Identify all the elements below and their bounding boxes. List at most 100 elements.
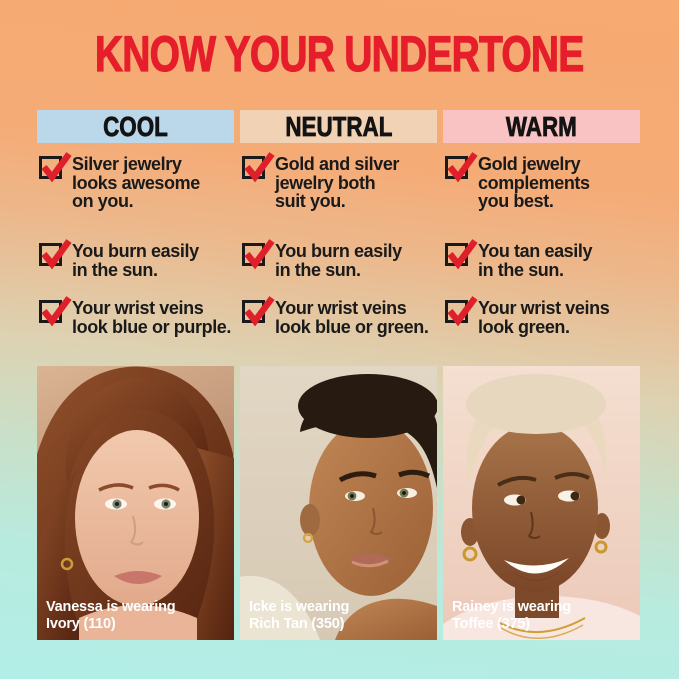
gold-earring-icon	[60, 557, 74, 571]
gold-earring-icon	[302, 532, 314, 544]
checklist-line: in the sun.	[478, 259, 564, 280]
gold-earring-icon	[594, 540, 608, 554]
checklist-text: You burn easily in the sun.	[72, 242, 199, 279]
caption-shade: Toffee (375)	[452, 615, 530, 632]
portrait-photo-cool: Vanessa is wearing Ivory (110)	[37, 366, 234, 640]
column-neutral: NEUTRAL Gold and silver jewelry both sui…	[240, 110, 437, 366]
icke-portrait-illustration	[240, 366, 437, 640]
face-shape	[309, 420, 433, 596]
checklist-item: Your wrist veins look blue or green.	[242, 296, 429, 337]
checkbox-checked-icon	[445, 152, 478, 183]
pupil	[350, 494, 354, 498]
photo-caption: Vanessa is wearing Ivory (110)	[46, 599, 176, 632]
checklist-line: look blue or green.	[275, 316, 429, 337]
caption-line: Icke is wearing	[249, 599, 350, 615]
checklist-line: suit you.	[275, 191, 346, 211]
hair-top	[298, 374, 437, 438]
column-header-label: NEUTRAL	[284, 110, 393, 142]
checkbox-checked-icon	[445, 239, 478, 270]
face-shape	[75, 430, 199, 606]
hair-top	[466, 374, 606, 434]
checklist-line: You burn easily	[275, 241, 402, 261]
checklist-line: looks awesome	[72, 172, 200, 193]
checklist-text: Your wrist veins look blue or green.	[275, 298, 429, 337]
checklist-item: Silver jewelry looks awesome on you.	[39, 152, 200, 211]
caption-shade: Ivory (110)	[46, 615, 116, 632]
page-title-text: KNOW YOUR UNDERTONE	[95, 26, 585, 82]
checklist-line: jewelry both	[275, 172, 376, 193]
checklist-line: Gold jewelry	[478, 154, 581, 174]
eyebrow	[338, 471, 377, 483]
nose-line	[129, 515, 144, 546]
column-header-cool: COOL	[37, 110, 234, 143]
lower-lip	[351, 559, 389, 568]
checklist-line: You tan easily	[478, 241, 593, 261]
vanessa-portrait-illustration	[37, 366, 234, 640]
pupil	[115, 502, 119, 506]
column-header-warm: WARM	[443, 110, 640, 143]
model-photos-row: Vanessa is wearing Ivory (110)	[37, 366, 640, 640]
checkbox-checked-icon	[39, 152, 72, 183]
checklist-item: You burn easily in the sun.	[242, 239, 402, 279]
nose-line	[527, 511, 541, 539]
checklist-line: in the sun.	[72, 259, 158, 280]
checkbox-checked-icon	[242, 239, 275, 270]
column-cool: COOL Silver jewelry looks awesome on you…	[37, 110, 234, 366]
rainey-portrait-illustration	[443, 366, 640, 640]
checklist-line: Your wrist veins	[275, 298, 407, 318]
checklist-line: look green.	[478, 316, 570, 337]
eyebrow	[148, 483, 180, 492]
photo-caption: Icke is wearing Rich Tan (350)	[249, 599, 349, 632]
undertone-columns: COOL Silver jewelry looks awesome on you…	[37, 110, 640, 366]
checklist-text: You burn easily in the sun.	[275, 242, 402, 279]
caption-line: Rainey is wearing	[452, 599, 572, 615]
checkbox-checked-icon	[39, 296, 72, 327]
checklist-line: Silver jewelry	[72, 154, 182, 174]
neck-chest	[79, 605, 197, 640]
checklist-item: Gold and silver jewelry both suit you.	[242, 152, 400, 211]
iris	[570, 491, 580, 501]
garment-shape	[443, 596, 640, 640]
checklist-text: Gold jewelry complements you best.	[478, 155, 590, 211]
gold-necklace-icon	[500, 624, 584, 639]
checklist-line: Your wrist veins	[478, 298, 610, 318]
checkbox-checked-icon	[445, 296, 478, 327]
checklist-text: Silver jewelry looks awesome on you.	[72, 155, 200, 211]
checklist-line: You burn easily	[72, 241, 199, 261]
checklist-item: Your wrist veins look green.	[445, 296, 610, 337]
pupil	[402, 491, 406, 495]
checklist-item: You burn easily in the sun.	[39, 239, 199, 279]
column-warm: WARM Gold jewelry complements you best. …	[443, 110, 640, 366]
eyebrow	[497, 475, 537, 487]
checklist-item: You tan easily in the sun.	[445, 239, 593, 280]
gold-necklace-icon	[497, 617, 586, 633]
nose-line	[369, 507, 383, 535]
garment-shape	[240, 575, 320, 640]
checklist-item: Gold jewelry complements you best.	[445, 152, 590, 211]
checklist-line: Gold and silver	[275, 154, 400, 174]
ear-shape	[300, 504, 320, 536]
chest-shape	[335, 598, 437, 640]
hair-fringe	[65, 377, 210, 488]
lips	[114, 571, 162, 584]
caption-shade: Rich Tan (350)	[249, 615, 345, 632]
column-header-neutral: NEUTRAL	[240, 110, 437, 143]
checklist-text: You tan easily in the sun.	[478, 241, 593, 280]
column-header-label: WARM	[506, 110, 578, 142]
gold-earring-icon	[462, 546, 478, 562]
checkbox-checked-icon	[39, 239, 72, 270]
eyebrow	[98, 483, 134, 492]
eyebrow	[398, 469, 431, 479]
checklist-line: you best.	[478, 191, 554, 211]
eyebrow	[554, 472, 590, 480]
pupil	[164, 502, 168, 506]
checklist-line: look blue or purple.	[72, 316, 232, 337]
caption-line: Vanessa is wearing	[46, 599, 176, 615]
checkbox-checked-icon	[242, 296, 275, 327]
page-title: KNOW YOUR UNDERTONE	[0, 26, 679, 82]
hair-side	[37, 470, 83, 640]
portrait-photo-warm: Rainey is wearing Toffee (375)	[443, 366, 640, 640]
checklist-text: Your wrist veins look green.	[478, 298, 610, 337]
checklist-text: Your wrist veins look blue or purple.	[72, 299, 231, 336]
